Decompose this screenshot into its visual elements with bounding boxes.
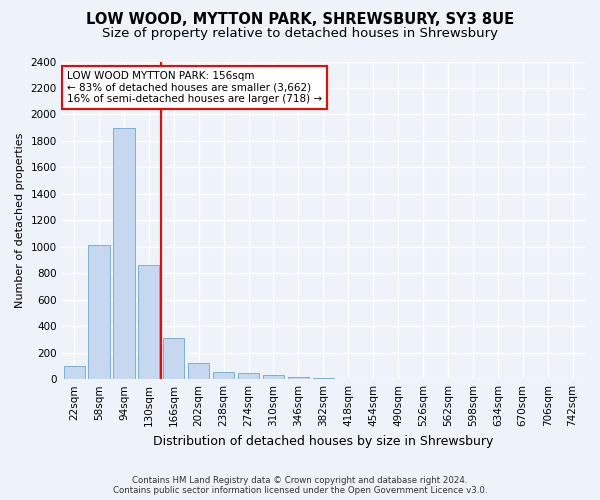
Bar	[338, 378, 359, 379]
Bar	[64, 366, 85, 379]
Y-axis label: Number of detached properties: Number of detached properties	[15, 132, 25, 308]
Bar	[163, 338, 184, 379]
Bar	[188, 364, 209, 379]
X-axis label: Distribution of detached houses by size in Shrewsbury: Distribution of detached houses by size …	[153, 434, 494, 448]
Text: LOW WOOD MYTTON PARK: 156sqm
← 83% of detached houses are smaller (3,662)
16% of: LOW WOOD MYTTON PARK: 156sqm ← 83% of de…	[67, 71, 322, 104]
Bar	[313, 378, 334, 379]
Bar	[213, 372, 234, 379]
Bar	[88, 246, 110, 379]
Text: LOW WOOD, MYTTON PARK, SHREWSBURY, SY3 8UE: LOW WOOD, MYTTON PARK, SHREWSBURY, SY3 8…	[86, 12, 514, 28]
Bar	[263, 375, 284, 379]
Bar	[238, 372, 259, 379]
Bar	[138, 266, 160, 379]
Text: Size of property relative to detached houses in Shrewsbury: Size of property relative to detached ho…	[102, 28, 498, 40]
Bar	[288, 376, 309, 379]
Bar	[113, 128, 134, 379]
Text: Contains HM Land Registry data © Crown copyright and database right 2024.
Contai: Contains HM Land Registry data © Crown c…	[113, 476, 487, 495]
